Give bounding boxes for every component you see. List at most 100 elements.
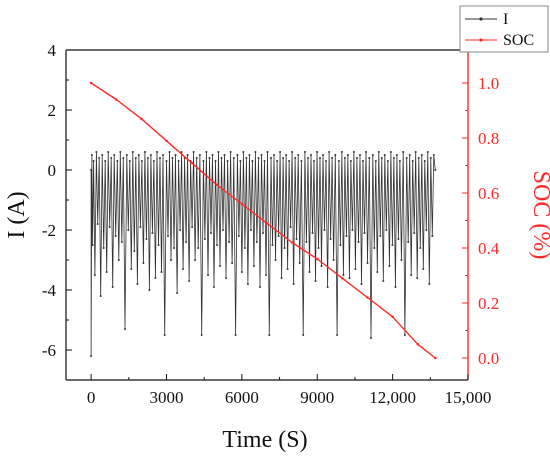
data-point [143, 151, 146, 153]
data-point [136, 283, 139, 285]
data-point [266, 151, 269, 153]
data-point [382, 280, 385, 282]
data-point [303, 151, 306, 153]
data-point [374, 160, 377, 162]
data-point [323, 229, 326, 231]
series-i [90, 151, 437, 357]
data-point [397, 238, 400, 240]
data-point [411, 160, 414, 162]
data-point [116, 160, 119, 162]
data-point [307, 157, 309, 159]
data-point [139, 226, 142, 228]
data-point [159, 157, 161, 159]
x-tick-label: 6000 [225, 388, 259, 407]
data-point [363, 232, 366, 234]
data-point [102, 247, 105, 249]
data-point [107, 151, 110, 153]
data-point [219, 265, 221, 267]
data-point [98, 157, 101, 159]
data-point [152, 160, 155, 162]
x-tick-label: 0 [87, 388, 96, 407]
data-point [305, 241, 308, 243]
data-point [157, 244, 160, 246]
data-point [232, 157, 235, 159]
data-point [403, 334, 406, 336]
data-point [328, 151, 331, 153]
y2-tick-label: 0.4 [478, 239, 500, 258]
y-axis-title: I (A) [4, 191, 30, 238]
data-point [185, 241, 188, 243]
data-point [416, 343, 420, 346]
data-point [167, 235, 169, 237]
data-point [90, 169, 93, 171]
data-point [137, 154, 140, 156]
data-point [130, 268, 133, 270]
data-point [391, 244, 394, 246]
data-point [127, 229, 130, 231]
x-tick-label: 3000 [150, 388, 184, 407]
legend-label-soc: SOC [503, 32, 534, 49]
axes-layer: 0 3000 6000 9000 12,000 15,000 -6 -4 -2 0 2 4 0.0 0.2… [42, 41, 500, 407]
data-point [110, 157, 113, 159]
data-point [214, 160, 217, 162]
data-point [122, 157, 125, 159]
data-point [271, 244, 274, 246]
y2-tick-label: 0.6 [478, 184, 499, 203]
legend-marker-current [479, 17, 483, 21]
data-point [142, 262, 145, 264]
data-point [104, 160, 107, 162]
data-point [302, 334, 305, 336]
data-point [308, 271, 311, 273]
data-point [431, 235, 434, 237]
data-point [177, 160, 180, 162]
data-point [286, 268, 289, 270]
data-point [402, 151, 405, 153]
data-point [131, 151, 134, 153]
data-point [422, 268, 425, 270]
data-point [119, 151, 122, 153]
data-point [359, 154, 361, 156]
data-point [263, 160, 266, 162]
data-point [276, 160, 279, 162]
data-point [213, 286, 215, 288]
data-point [290, 241, 294, 244]
data-point [386, 160, 389, 162]
data-point [176, 292, 179, 294]
y2-tick-label: 0.8 [478, 129, 499, 148]
data-point [198, 154, 201, 156]
data-point [179, 229, 182, 231]
x-axis-title: Time (S) [222, 427, 307, 453]
data-point [419, 247, 422, 249]
data-point [145, 238, 148, 240]
data-point [220, 157, 223, 159]
data-point [285, 154, 288, 156]
data-point [270, 157, 272, 159]
data-point [345, 235, 348, 237]
data-point [257, 157, 260, 159]
data-point [222, 229, 224, 231]
data-point [115, 98, 118, 101]
data-point [385, 229, 388, 231]
data-point [289, 226, 292, 228]
data-point [194, 259, 197, 261]
data-point [226, 160, 229, 162]
data-point [140, 160, 143, 162]
data-point [294, 157, 297, 159]
data-point [165, 139, 168, 143]
data-point [394, 286, 397, 288]
data-point [298, 262, 301, 264]
data-point [225, 277, 227, 279]
data-point [242, 151, 245, 153]
data-point [277, 235, 280, 237]
legend-label-current: I [503, 11, 508, 28]
data-point [125, 154, 128, 156]
data-point [192, 151, 195, 153]
data-point [279, 151, 282, 153]
data-point [313, 160, 315, 162]
data-point [398, 160, 401, 162]
data-point [228, 241, 231, 243]
data-point [229, 151, 232, 153]
data-point [168, 151, 171, 153]
data-point [337, 160, 340, 162]
data-point [174, 154, 177, 156]
